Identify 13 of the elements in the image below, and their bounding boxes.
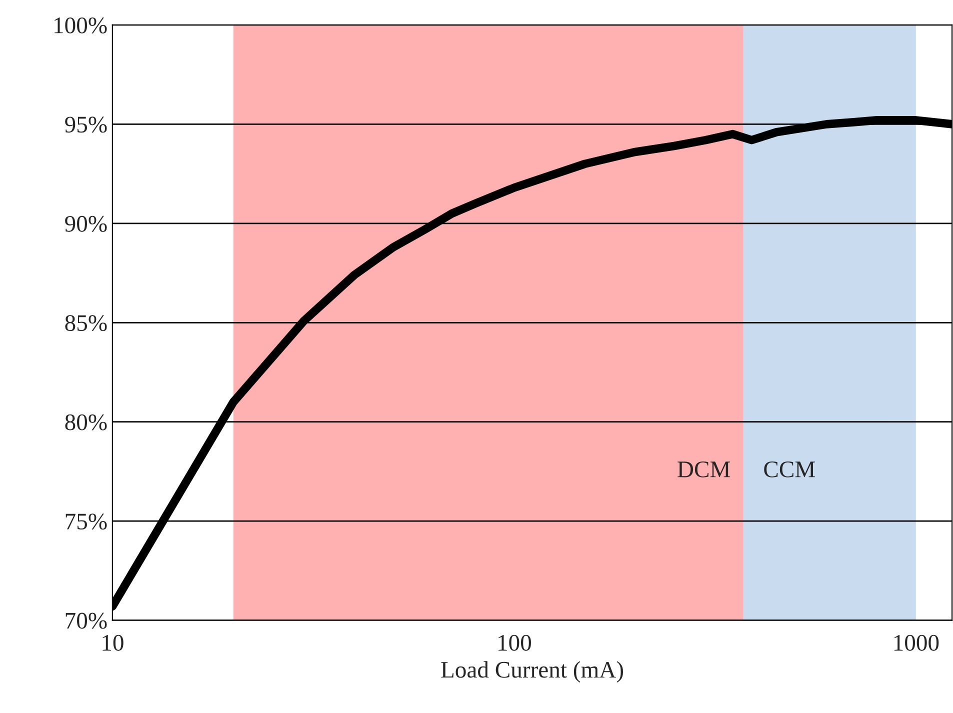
y-tick-label: 70% bbox=[66, 612, 107, 629]
x-tick-label: 100 bbox=[498, 634, 531, 651]
x-tick-label: 1000 bbox=[894, 634, 939, 651]
y-tick-label: 75% bbox=[66, 514, 107, 530]
band-label: CCM bbox=[764, 462, 815, 478]
y-tick-label: 90% bbox=[65, 216, 107, 232]
y-tick-label: 80% bbox=[65, 414, 107, 430]
y-tick-label: 85% bbox=[65, 315, 107, 332]
y-tick-label: 100% bbox=[54, 17, 107, 34]
y-tick-label: 95% bbox=[65, 116, 107, 133]
band-label: DCM bbox=[678, 462, 730, 478]
x-axis-title: Load Current (mA) bbox=[441, 661, 624, 683]
x-tick-label: 10 bbox=[102, 634, 124, 651]
